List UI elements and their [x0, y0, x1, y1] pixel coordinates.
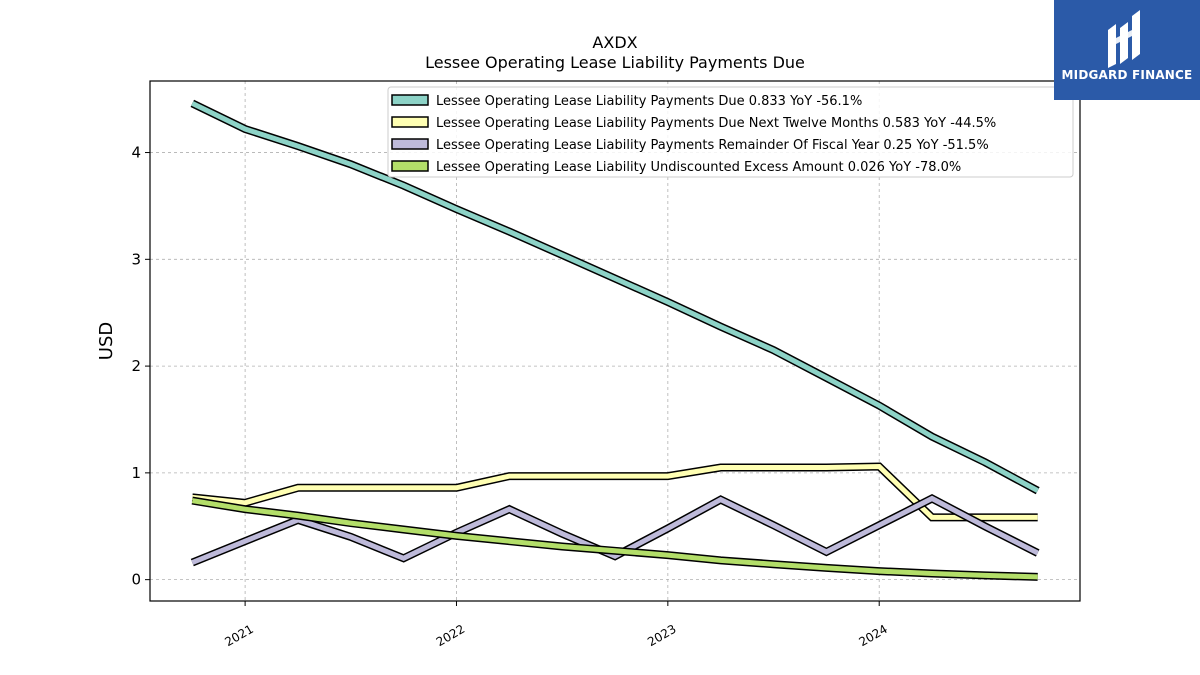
legend-entry: Lessee Operating Lease Liability Payment…	[436, 94, 862, 109]
series-line-4	[191, 496, 1038, 581]
y-axis-label: USD	[96, 322, 117, 360]
x-tick-label: 2022	[434, 622, 467, 649]
series-stroke	[191, 498, 1038, 580]
logo-mark-icon	[1108, 10, 1140, 68]
series-line-1	[190, 99, 1040, 495]
y-axis-ticks: 0 1 2 3 4	[131, 144, 150, 589]
y-tick-label: 4	[131, 144, 141, 162]
x-axis-ticks: 2021 2022 2023 2024	[222, 601, 890, 649]
legend-entry: Lessee Operating Lease Liability Undisco…	[436, 160, 961, 175]
x-tick-label: 2024	[856, 622, 889, 649]
legend-entry: Lessee Operating Lease Liability Payment…	[436, 116, 996, 131]
brand-logo: MIDGARD FINANCE	[1054, 0, 1200, 100]
y-tick-label: 3	[131, 250, 141, 268]
y-tick-label: 0	[131, 571, 141, 589]
x-tick-label: 2023	[645, 622, 678, 649]
legend-swatch	[391, 94, 429, 106]
legend-swatch	[391, 116, 429, 128]
plot-frame	[149, 80, 1081, 602]
legend-entry: Lessee Operating Lease Liability Payment…	[436, 138, 989, 153]
chart-title: AXDX	[592, 33, 637, 52]
legend: Lessee Operating Lease Liability Payment…	[387, 86, 1074, 178]
logo-text: MIDGARD FINANCE	[1061, 68, 1193, 82]
legend-swatch	[391, 138, 429, 150]
legend-swatch	[391, 160, 429, 172]
legend-frame	[387, 86, 1074, 178]
y-tick-label: 1	[131, 464, 141, 482]
series-lines	[190, 99, 1040, 581]
y-tick-label: 2	[131, 357, 141, 375]
series-stroke	[192, 463, 1038, 520]
series-line-2	[191, 462, 1038, 522]
x-tick-label: 2021	[222, 622, 255, 649]
series-stroke	[191, 495, 1039, 565]
series-line-3	[190, 493, 1040, 567]
series-stroke	[191, 101, 1039, 493]
chart-subtitle: Lessee Operating Lease Liability Payment…	[425, 53, 805, 72]
